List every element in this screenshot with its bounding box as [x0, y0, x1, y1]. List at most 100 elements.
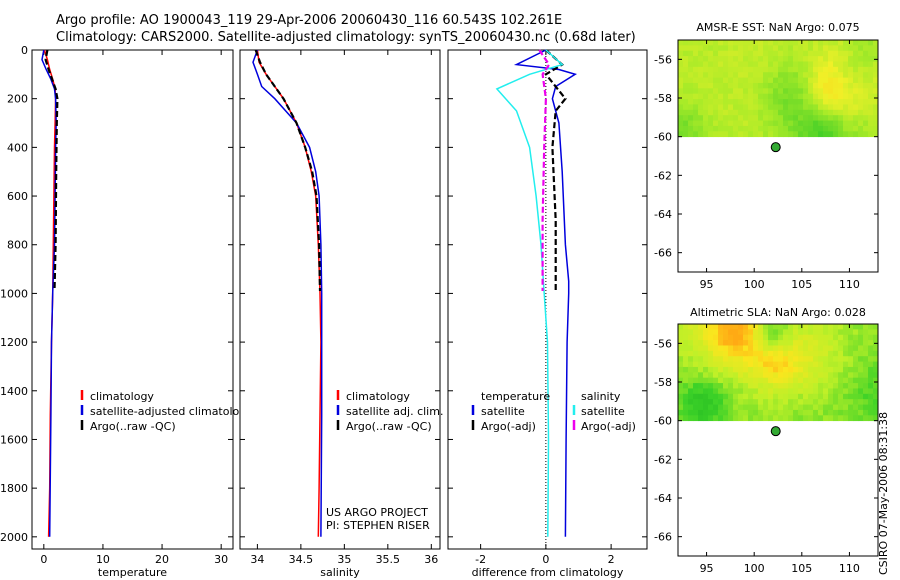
argo-position-marker	[770, 426, 781, 437]
map-cell	[858, 40, 864, 46]
map-cell	[768, 104, 774, 111]
map-cell	[768, 399, 774, 405]
map-cell	[853, 393, 859, 400]
map-cell	[743, 66, 749, 73]
map-cell	[773, 409, 779, 416]
map-cell	[853, 372, 859, 379]
map-cell	[783, 72, 789, 78]
map-cell	[703, 393, 709, 400]
map-cell	[813, 356, 819, 362]
map-cell	[838, 383, 844, 389]
map-cell	[713, 50, 719, 57]
map-cell	[768, 131, 774, 138]
map-cell	[693, 409, 699, 416]
map-cell	[848, 345, 854, 352]
map-cell	[703, 40, 709, 46]
map-cell	[828, 409, 834, 416]
map-cell	[808, 340, 814, 346]
map-cell	[848, 366, 854, 373]
map-cell	[833, 366, 839, 373]
map-cell	[748, 104, 754, 111]
map-cell	[833, 345, 839, 352]
map-cell	[848, 56, 854, 62]
map-cell	[693, 393, 699, 400]
map-cell	[708, 56, 714, 62]
map-cell	[708, 340, 714, 346]
map-cell	[733, 104, 739, 111]
map-cell	[723, 109, 729, 116]
map-cell	[753, 345, 759, 352]
map-cell	[708, 350, 714, 357]
map-cell	[763, 88, 769, 95]
map-cell	[808, 93, 814, 100]
map-cell	[748, 50, 754, 57]
map-cell	[763, 99, 769, 105]
map-cell	[808, 329, 814, 336]
map-cell	[853, 109, 859, 116]
map-cell	[703, 372, 709, 379]
map-cell	[863, 77, 869, 84]
map-cell	[683, 383, 689, 389]
map-cell	[738, 88, 744, 95]
map-cell	[848, 120, 854, 127]
map-cell	[678, 50, 684, 57]
map-cell	[853, 61, 859, 68]
map-cell	[703, 361, 709, 368]
map-cell	[813, 399, 819, 405]
map-cell	[678, 366, 684, 373]
map-cell	[798, 61, 804, 68]
map-cell	[848, 388, 854, 395]
map-cell	[778, 393, 784, 400]
map-cell	[823, 372, 829, 379]
map-cell	[708, 415, 714, 422]
map-cell	[703, 356, 709, 362]
map-cell	[868, 409, 874, 416]
map-cell	[758, 388, 764, 395]
map-cell	[843, 388, 849, 395]
map-cell	[843, 77, 849, 84]
map-cell	[728, 45, 734, 52]
map-cell	[703, 388, 709, 395]
map-cell	[798, 324, 804, 330]
map-cell	[863, 45, 869, 52]
map-cell	[763, 356, 769, 362]
map-cell	[688, 399, 694, 405]
map-cell	[828, 361, 834, 368]
map-cell	[873, 61, 879, 68]
y-tick-label: 2000	[0, 531, 28, 544]
map-cell	[703, 415, 709, 422]
map-cell	[713, 383, 719, 389]
map-cell	[753, 125, 759, 132]
map-cell	[723, 66, 729, 73]
map-cell	[793, 324, 799, 330]
map-cell	[713, 415, 719, 422]
map-cell	[728, 115, 734, 121]
map-cell	[753, 93, 759, 100]
map-cell	[823, 404, 829, 411]
map-cell	[743, 334, 749, 341]
map-cell	[758, 383, 764, 389]
map-cell	[828, 93, 834, 100]
map-cell	[793, 45, 799, 52]
map-cell	[823, 115, 829, 121]
map-cell	[758, 393, 764, 400]
map-cell	[838, 415, 844, 422]
map-cell	[698, 50, 704, 57]
map-cell	[743, 40, 749, 46]
map-cell	[718, 334, 724, 341]
map-cell	[823, 45, 829, 52]
map-cell	[868, 356, 874, 362]
map-cell	[713, 45, 719, 52]
map-cell	[823, 131, 829, 138]
map-cell	[758, 45, 764, 52]
map-cell	[738, 388, 744, 395]
map-cell	[783, 120, 789, 127]
map-cell	[708, 45, 714, 52]
map-cell	[753, 409, 759, 416]
map-cell	[818, 50, 824, 57]
map-cell	[783, 340, 789, 346]
map-cell	[743, 329, 749, 336]
map-cell	[843, 366, 849, 373]
map-cell	[843, 40, 849, 46]
map-cell	[808, 125, 814, 132]
